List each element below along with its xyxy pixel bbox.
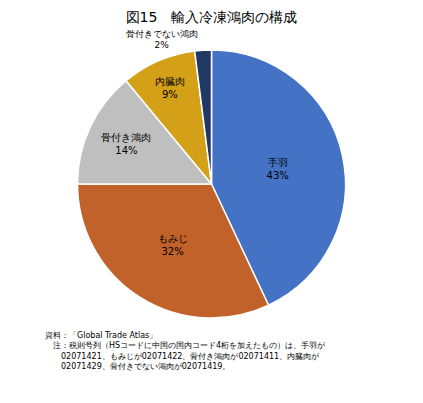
svg-text:内臓肉9%: 内臓肉9% [155, 76, 185, 100]
svg-text:骨付きでない鴻肉2%: 骨付きでない鴻肉2% [126, 29, 198, 51]
svg-text:骨付き鴻肉14%: 骨付き鴻肉14% [101, 132, 151, 156]
svg-text:手羽43%: 手羽43% [267, 157, 289, 181]
svg-text:図15 輸入冷凍鴻肉の構成: 図15 輸入冷凍鴻肉の構成 [126, 9, 298, 25]
svg-text:もみじ32%: もみじ32% [158, 233, 188, 257]
svg-text:資料：「Global Trade Atlas」 注：税則号列: 資料：「Global Trade Atlas」 注：税則号列（HSコードに中国の… [45, 331, 326, 371]
